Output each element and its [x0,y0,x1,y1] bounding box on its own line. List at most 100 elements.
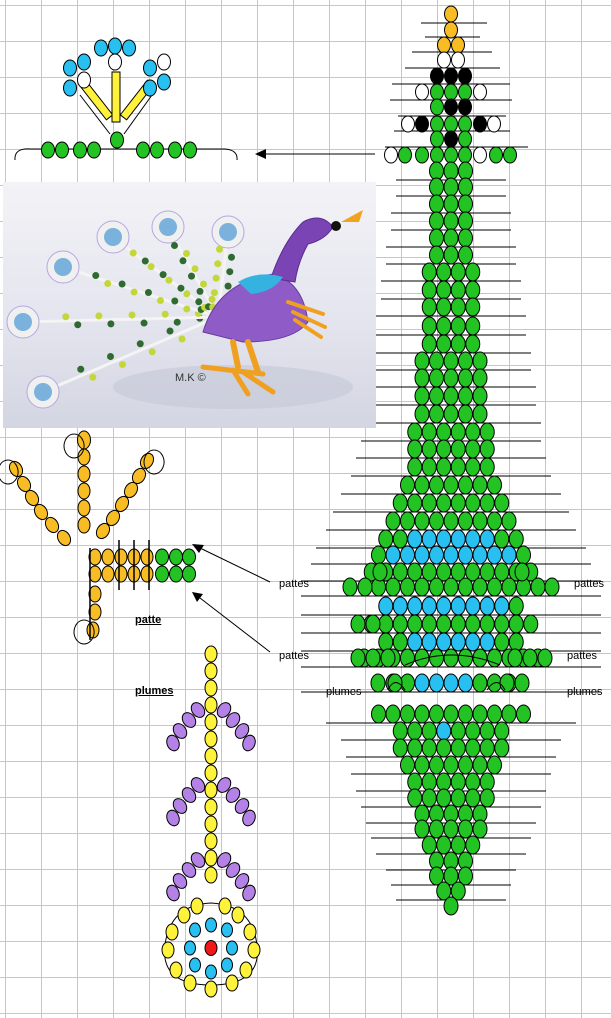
label-plumes: plumes [135,685,174,697]
peacock-photo: M.K © [3,182,376,428]
bead [150,141,164,159]
bead [365,614,381,634]
feather-bead [216,245,223,253]
bead [101,548,115,566]
bead [443,194,459,214]
bead [204,980,218,998]
bead [242,809,256,827]
bead [443,351,459,371]
bead [465,529,481,549]
thread-line [14,148,238,161]
feather-bead [147,263,155,271]
bead [166,734,180,752]
bead [429,648,444,668]
bead [458,475,473,495]
feather-bead [77,365,85,373]
crest-diagram [14,37,238,161]
bead [429,351,444,371]
bead [55,141,69,159]
peacock-photo-drawing [6,210,363,409]
thread-loop [164,902,258,986]
bead [458,511,473,531]
bead [342,577,358,597]
bead [421,614,437,634]
bead [385,704,401,724]
bead [177,906,191,924]
thread-arc [486,682,506,691]
bead [114,565,128,583]
bead [443,161,459,181]
bead [407,738,423,758]
photo-leg [245,339,261,375]
bead [400,545,415,565]
bead [172,873,188,889]
bead [414,704,430,724]
bead [414,819,430,839]
bead [407,596,423,616]
bead [479,632,495,652]
bead [172,798,188,814]
bead [523,614,539,634]
bead [465,316,481,336]
bead [472,704,488,724]
bead [516,704,531,724]
bead [429,211,444,231]
bead [429,194,444,214]
bead [392,721,408,741]
bead [140,548,154,566]
bead [507,648,523,668]
bead [537,648,553,668]
bead [114,548,128,566]
feather-bead [183,290,191,298]
bead [136,141,150,159]
pattern-body [301,161,601,916]
bead [458,130,472,148]
bead [458,545,473,565]
bead [472,511,488,531]
bead [472,545,488,565]
bead [487,475,502,495]
bead [437,36,451,54]
bead [436,334,452,354]
arrow-shaft [199,597,271,653]
bead [243,923,257,941]
bead [443,704,459,724]
bead [450,280,466,300]
bead [392,596,408,616]
bead [436,788,452,808]
feather-bead [74,321,82,329]
feather-bead [195,298,203,306]
bead [499,673,515,693]
bead [450,596,466,616]
bead [501,577,517,597]
bead [458,83,472,101]
bead [204,696,218,714]
bead [465,772,481,792]
bead [414,511,430,531]
bead [450,439,466,459]
bead [443,368,459,388]
bead [421,280,437,300]
bead [95,522,111,540]
bead [458,673,473,693]
bead [378,529,394,549]
bead [444,115,458,133]
bead [421,297,437,317]
bead [458,177,473,197]
feather-eye-inner [54,258,72,276]
bead [450,422,466,442]
bead [429,673,444,693]
bead [429,161,444,181]
bead [407,439,423,459]
bead [407,632,423,652]
bead [400,673,415,693]
bead [450,316,466,336]
feather-bead [171,242,178,249]
bead [140,565,154,583]
feather-eye-inner [34,383,52,401]
feather-bead [136,340,144,348]
bead [465,280,481,300]
bead [204,940,218,956]
bead [234,723,250,739]
feather-bead [177,284,185,292]
